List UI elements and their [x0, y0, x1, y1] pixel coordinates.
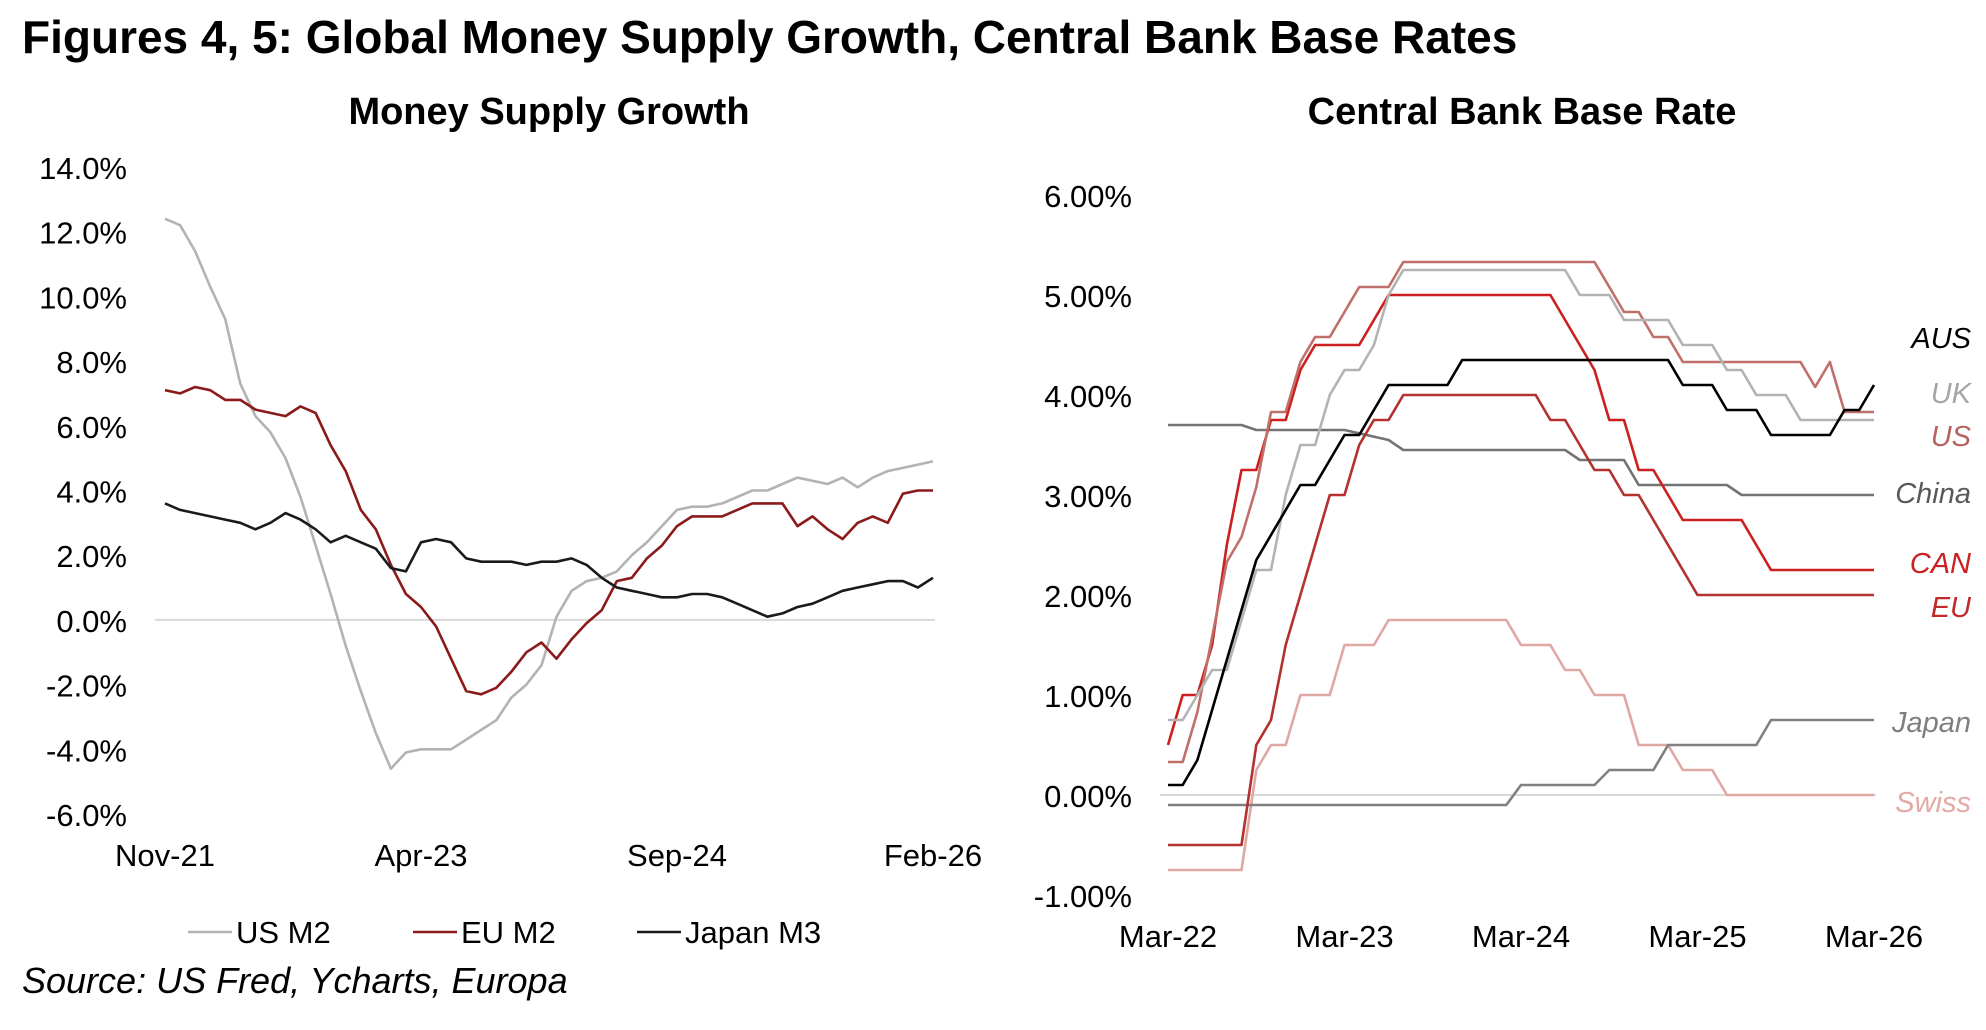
left-y-tick-label: -4.0% [46, 733, 127, 768]
series-label-eu: EU [1931, 592, 1972, 624]
right-y-tick-label: 1.00% [1044, 679, 1132, 714]
right-x-tick-label: Mar-23 [1295, 919, 1393, 954]
left-series-japan-m3-line [164, 502, 934, 619]
legend-label-japan-m3: Japan M3 [685, 915, 821, 950]
right-y-tick-label: 5.00% [1044, 279, 1132, 314]
left-x-tick-label: Feb-26 [884, 838, 982, 873]
left-x-tick-label: Apr-23 [374, 838, 467, 873]
right-series-swiss-line [1168, 618, 1874, 872]
right-series-eu-line [1168, 393, 1874, 847]
base-rate-chart: Central Bank Base Rate 6.00% 5.00% 4.00% 3.0… [1034, 91, 1973, 954]
series-label-japan: Japan [1891, 707, 1971, 739]
right-y-tick-label: 4.00% [1044, 379, 1132, 414]
left-y-tick-label: 12.0% [39, 216, 127, 251]
left-y-tick-label: 2.0% [56, 539, 127, 574]
series-label-china: China [1895, 478, 1971, 510]
figure-title: Figures 4, 5: Global Money Supply Growth… [22, 11, 1518, 63]
series-label-can: CAN [1910, 548, 1971, 580]
legend-label-us-m2: US M2 [236, 915, 331, 950]
series-label-aus: AUS [1909, 323, 1971, 355]
right-x-tick-label: Mar-24 [1472, 919, 1570, 954]
left-y-tick-label: 8.0% [56, 345, 127, 380]
right-chart-title: Central Bank Base Rate [1308, 91, 1737, 133]
left-y-tick-label: -6.0% [46, 798, 127, 833]
right-series-china-line [1168, 423, 1874, 497]
right-y-tick-label: 6.00% [1044, 179, 1132, 214]
series-label-swiss: Swiss [1895, 787, 1971, 819]
left-y-tick-label: 10.0% [39, 280, 127, 315]
source-note: Source: US Fred, Ycharts, Europa [22, 960, 568, 1001]
right-x-tick-label: Mar-26 [1825, 919, 1923, 954]
left-series-us-m2-line [164, 217, 934, 771]
left-y-tick-label: 0.0% [56, 604, 127, 639]
right-series-us-line [1168, 260, 1874, 764]
left-x-tick-label: Sep-24 [627, 838, 727, 873]
right-series-japan-line [1168, 718, 1874, 807]
right-series-uk-line [1168, 268, 1874, 722]
right-y-tick-label: 0.00% [1044, 779, 1132, 814]
left-y-tick-label: 6.0% [56, 410, 127, 445]
right-series-can-line [1166, 293, 1874, 746]
series-label-uk: UK [1931, 378, 1973, 410]
left-y-tick-label: 14.0% [39, 151, 127, 186]
right-y-tick-label: 2.00% [1044, 579, 1132, 614]
left-x-tick-label: Nov-21 [115, 838, 215, 873]
right-x-tick-label: Mar-25 [1648, 919, 1746, 954]
right-series-aus-line [1168, 358, 1876, 787]
right-y-tick-label: -1.00% [1034, 879, 1132, 914]
left-y-tick-label: 4.0% [56, 475, 127, 510]
left-y-tick-label: -2.0% [46, 669, 127, 704]
money-supply-chart: Money Supply Growth 14.0% 12.0% 10.0% 8.0% 6.… [39, 91, 982, 950]
right-y-tick-label: 3.00% [1044, 479, 1132, 514]
left-chart-title: Money Supply Growth [348, 91, 749, 133]
legend-label-eu-m2: EU M2 [461, 915, 556, 950]
left-series-eu-m2-line [164, 385, 933, 696]
right-x-tick-label: Mar-22 [1119, 919, 1217, 954]
series-label-us: US [1931, 421, 1972, 453]
